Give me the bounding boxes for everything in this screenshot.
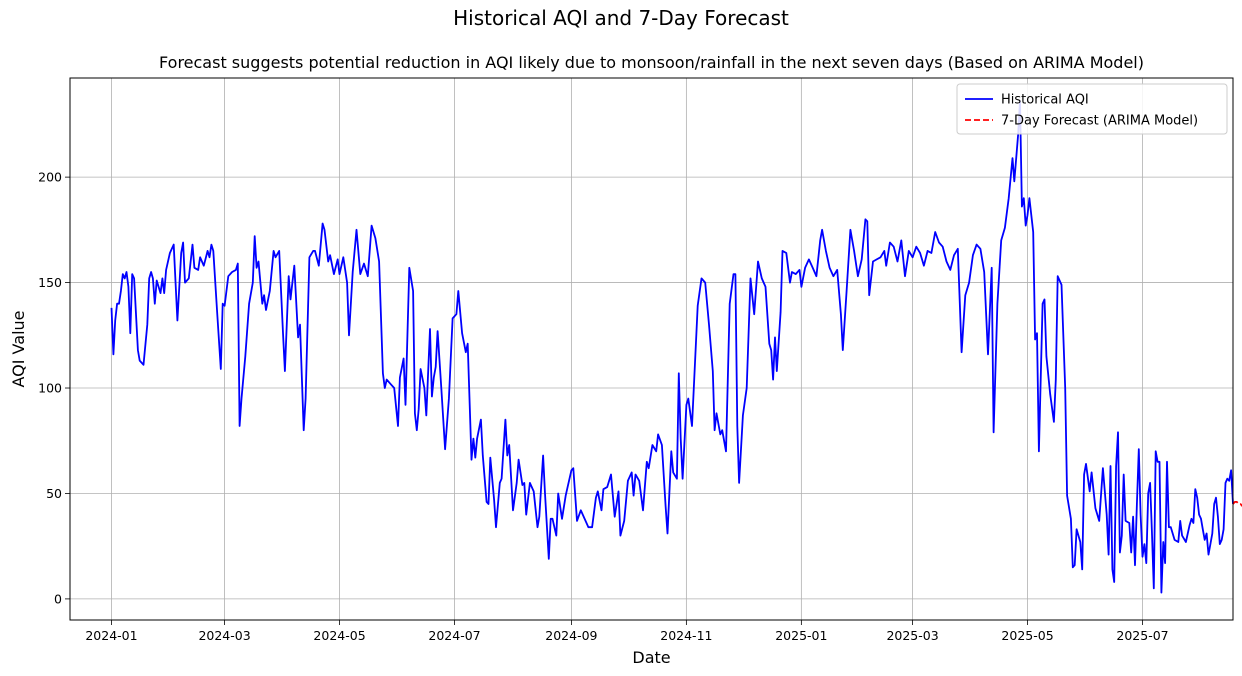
legend: Historical AQI 7-Day Forecast (ARIMA Mode… <box>956 83 1228 135</box>
y-axis-title: AQI Value <box>9 311 28 388</box>
series-line-forecast <box>1232 501 1242 507</box>
legend-label: 7-Day Forecast (ARIMA Model) <box>1001 114 1198 129</box>
x-tick-label: 2024-11 <box>660 628 712 643</box>
figure-title: Historical AQI and 7-Day Forecast <box>453 6 789 30</box>
legend-box <box>956 83 1228 135</box>
legend-label: Historical AQI <box>1001 93 1089 108</box>
x-tick-label: 2025-01 <box>775 628 827 643</box>
x-tick-label: 2024-01 <box>85 628 137 643</box>
x-tick-label: 2024-07 <box>428 628 480 643</box>
y-tick-label: 200 <box>38 170 62 185</box>
x-tick-label: 2024-05 <box>313 628 365 643</box>
y-tick-label: 0 <box>54 591 62 606</box>
series-line-historical-aqi <box>110 100 1234 594</box>
y-tick-label: 50 <box>46 486 62 501</box>
chart-subtitle: Forecast suggests potential reduction in… <box>159 53 1144 72</box>
x-axis-title: Date <box>632 648 670 667</box>
x-tick-label: 2025-03 <box>886 628 938 643</box>
x-tick-label: 2024-09 <box>545 628 597 643</box>
y-tick-label: 150 <box>38 275 62 290</box>
plot-frame <box>69 77 1234 621</box>
x-tick-label: 2024-03 <box>198 628 250 643</box>
series-lines <box>110 100 1242 594</box>
x-tick-label: 2025-07 <box>1116 628 1168 643</box>
axis-ticks: 2024-01 2024-03 2024-05 2024-07 2024-09 2024-… <box>38 170 1169 643</box>
y-tick-label: 100 <box>38 381 62 396</box>
x-tick-label: 2025-05 <box>1001 628 1053 643</box>
grid-lines <box>70 78 1233 620</box>
